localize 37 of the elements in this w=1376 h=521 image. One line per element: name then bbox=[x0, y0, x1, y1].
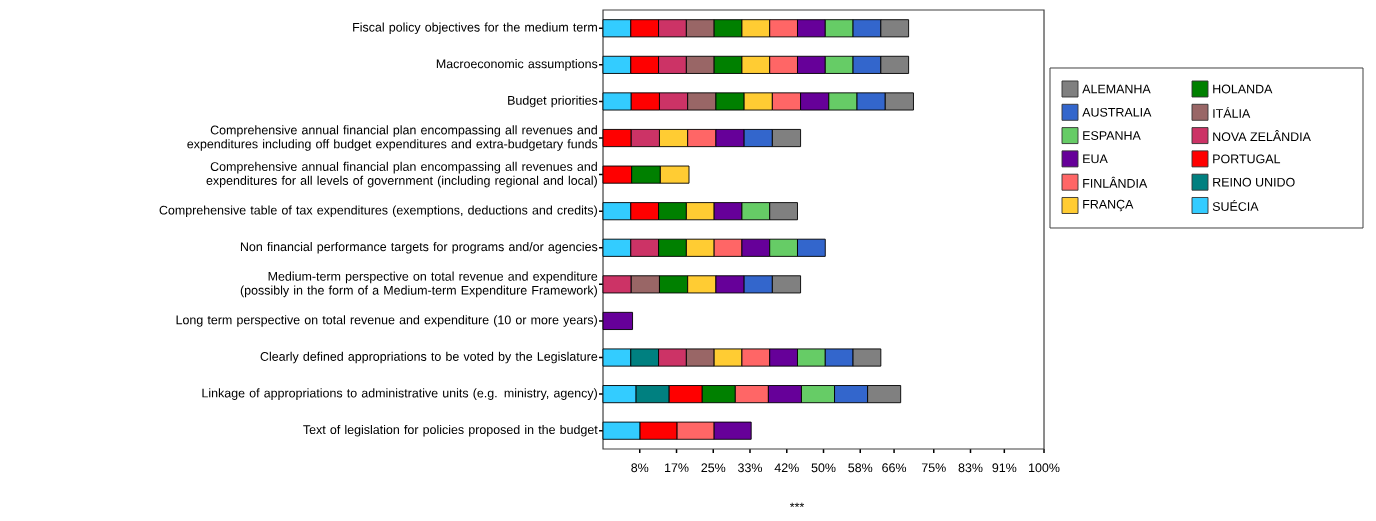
legend-label: ALEMANHA bbox=[1082, 84, 1151, 94]
legend-label: HOLANDA bbox=[1213, 84, 1273, 94]
x-tick-label: 8% bbox=[631, 463, 649, 473]
legend-label: REINO UNIDO bbox=[1213, 177, 1295, 187]
x-tick-label: 66% bbox=[882, 463, 907, 473]
legend-label: AUSTRALIA bbox=[1082, 107, 1152, 117]
x-tick-label: 33% bbox=[738, 463, 763, 473]
y-tick-label: Comprehensive annual financial plan encompassing all revenues and expenditures including off budget expenditures and extra-budgetary funds bbox=[187, 125, 598, 151]
x-tick-label: 91% bbox=[992, 463, 1017, 473]
y-tick-label: Clearly defined appropriations to be voted by the Legislature bbox=[260, 351, 598, 364]
legend-label: ESPANHA bbox=[1083, 131, 1141, 140]
y-tick-label: Comprehensive table of tax expenditures (exemptions, deductions and credits) bbox=[159, 205, 597, 217]
x-tick-label: 42% bbox=[774, 463, 799, 473]
y-tick-label: Budget priorities bbox=[508, 95, 598, 108]
y-tick-label: Non financial performance targets for programs and/or agencies bbox=[240, 241, 598, 254]
legend-label: ITÁLIA bbox=[1213, 106, 1251, 118]
text: *** bbox=[789, 502, 805, 508]
x-tick-label: 25% bbox=[701, 463, 726, 473]
y-tick-label: Text of legislation for policies proposed in the budget bbox=[303, 424, 598, 437]
legend-label: FRANÇA bbox=[1083, 199, 1134, 212]
x-tick-label: 75% bbox=[921, 463, 946, 473]
x-tick-label: 50% bbox=[811, 463, 836, 473]
legend-label: SUÉCIA bbox=[1212, 200, 1259, 211]
y-tick-label: Medium-term perspective on total revenue and expenditure (possibly in the form of a Medium-term Expenditure Framework) bbox=[240, 271, 598, 298]
y-tick-label: Macroeconomic assumptions bbox=[436, 59, 598, 71]
legend-label: NOVA ZELÂNDIA bbox=[1213, 130, 1311, 142]
y-tick-label: Long term perspective on total revenue and expenditure (10 or more years) bbox=[176, 315, 597, 327]
y-tick-label: Comprehensive annual financial plan encompassing all revenues and expenditures for all levels of government (including regional and local) bbox=[206, 161, 597, 188]
x-tick-label: 83% bbox=[958, 463, 983, 473]
legend-label: EUA bbox=[1083, 154, 1108, 164]
legend-label: FINLÂNDIA bbox=[1083, 176, 1148, 188]
y-tick-label: Fiscal policy objectives for the medium term bbox=[353, 22, 597, 35]
x-tick-label: 100% bbox=[1029, 463, 1060, 473]
y-tick-label: Linkage of appropriations to administrative units (e.g. ministry, agency) bbox=[202, 388, 597, 400]
x-tick-label: 17% bbox=[665, 463, 689, 473]
legend-label: PORTUGAL bbox=[1213, 154, 1281, 164]
x-tick-label: 58% bbox=[848, 463, 873, 473]
